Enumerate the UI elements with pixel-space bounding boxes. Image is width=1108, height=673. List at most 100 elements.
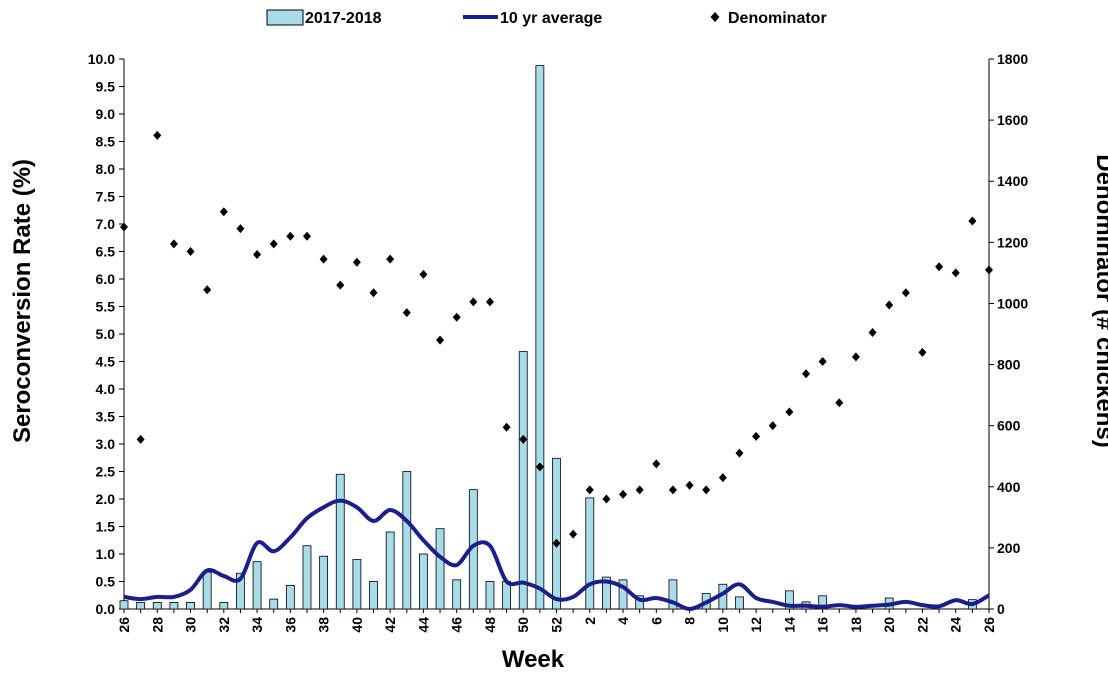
denominator-point [552,538,561,548]
bar-2017-2018 [668,579,678,610]
y2-tick-label: 1800 [997,51,1028,67]
bar-2017-2018 [602,576,611,610]
x-axis-title: Week [502,646,565,673]
y-tick-label: 7.0 [96,216,116,232]
denominator-point [469,297,478,307]
y-axis-title: Seroconversion Rate (%) [9,159,36,443]
denominator-point [652,459,661,469]
x-tick-label: 32 [216,617,232,633]
denominator-point [951,268,960,278]
bar-2017-2018 [236,572,245,610]
x-tick-label: 22 [914,617,930,633]
denominator-point [186,247,195,256]
bar-2017-2018 [369,581,378,610]
y-tick-label: 9.0 [96,106,116,122]
denominator-point [718,473,727,483]
x-tick-label: 24 [948,617,964,633]
denominator-point [302,231,311,241]
bar-2017-2018 [818,595,828,610]
denominator-point [269,239,278,249]
denominator-point [752,431,761,441]
bar-2017-2018 [269,598,279,610]
denominator-point [120,222,128,232]
denominator-point [369,288,378,298]
x-tick-label: 42 [382,617,398,633]
denominator-point [336,280,345,290]
denominator-point [452,312,461,322]
y-tick-label: 8.0 [96,161,116,177]
x-tick-label: 10 [715,617,731,633]
y2-tick-label: 200 [997,540,1021,556]
denominator-point [153,130,162,140]
bar-2017-2018 [618,579,628,610]
y-tick-label: 2.5 [96,464,116,480]
bar-2017-2018 [352,559,362,610]
x-tick-label: 2 [582,617,598,625]
bar-2017-2018 [152,602,162,610]
denominator-point [735,448,744,458]
x-tick-label: 52 [549,617,565,633]
bar-2017-2018 [635,595,645,610]
plot-area: 0.0 0.5 1.0 1.5 2.0 2.5 3.0 3.5 4.0 4.5 5.0 5.5 6.0 6… [88,51,1029,633]
bar-2017-2018 [402,471,412,610]
denominator-point [818,357,827,366]
bar-2017-2018 [252,561,262,610]
bar-2017-2018 [452,579,462,610]
denominator-point [918,347,927,357]
x-tick-label: 48 [482,617,498,633]
y-tick-label: 3.0 [96,436,116,452]
y-tick-label: 3.5 [96,409,116,425]
bar-2017-2018 [136,602,146,610]
denominator-point [635,485,644,495]
x-tick-label: 28 [149,617,165,633]
denominator-point [985,265,993,275]
x-tick-label: 18 [848,617,864,633]
x-tick-label: 14 [781,617,797,633]
legend: 2017-2018 10 yr average Denominator [266,9,827,27]
legend-label-line: 10 yr average [500,10,602,27]
bar-2017-2018 [435,528,445,610]
x-tick-label: 6 [648,617,664,625]
denominator-point [968,216,977,226]
denominator-point [352,257,361,267]
y-tick-label: 7.5 [96,189,116,205]
denominator-point [619,489,628,499]
bar-2017-2018 [585,497,595,610]
denominator-point [286,231,295,241]
y-tick-label: 6.5 [96,244,116,260]
x-tick-label: 36 [282,617,298,633]
legend-label-bars: 2017-2018 [305,10,382,27]
line-10yr-average [123,498,990,611]
x-tick-label: 46 [449,617,465,633]
bar-2017-2018 [302,545,312,610]
denominator-point [253,250,262,260]
y2-tick-label: 1400 [997,173,1028,189]
y-tick-label: 6.0 [96,271,116,287]
denominator-point [785,407,794,417]
denominator-point [169,239,178,249]
legend-swatch-bars [266,9,304,26]
bar-2017-2018 [169,602,179,610]
denominator-point [569,529,578,539]
x-tick-label: 44 [415,617,431,633]
bar-2017-2018 [518,351,528,610]
denominator-point [319,254,328,264]
denominator-point [219,207,228,217]
denominator-point [386,254,395,264]
legend-marker-diamond [710,12,720,22]
denominator-point [535,462,544,472]
x-tick-label: 8 [682,617,698,625]
y2-tick-label: 0 [997,601,1005,617]
denominator-point [402,308,411,318]
y2-tick-label: 1000 [997,295,1028,311]
bar-2017-2018 [784,590,794,610]
y2-axis-title: Denominator (# chickens) [1091,154,1108,447]
denominator-point [502,422,511,432]
bar-2017-2018 [535,65,545,610]
y-tick-label: 0.0 [96,601,116,617]
y-tick-label: 1.5 [96,519,116,535]
y-tick-label: 10.0 [88,51,115,67]
y-tick-label: 2.0 [96,491,116,507]
bar-2017-2018 [285,584,295,610]
x-tick-label: 12 [748,617,764,633]
